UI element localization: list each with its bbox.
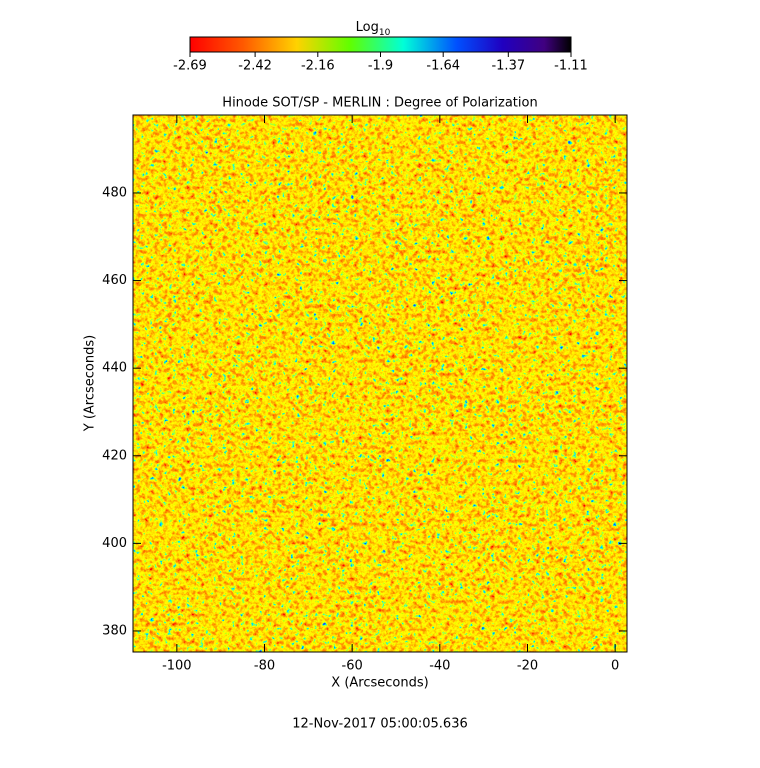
x-tick-label: -80 xyxy=(254,659,275,674)
x-tick-label: -100 xyxy=(162,659,192,674)
x-tick-label: -40 xyxy=(429,659,450,674)
heatmap-image xyxy=(133,115,627,652)
y-tick-label: 380 xyxy=(102,623,127,638)
plot-frame xyxy=(132,114,628,653)
colorbar-tick-label: -2.69 xyxy=(173,59,207,74)
colorbar-tick-label: -1.11 xyxy=(554,59,588,74)
x-tick-label: 0 xyxy=(611,659,619,674)
colorbar-tick-label: -1.9 xyxy=(368,59,393,74)
y-tick-label: 420 xyxy=(102,448,127,463)
colorbar xyxy=(189,36,572,53)
x-axis-label: X (Arcseconds) xyxy=(331,676,428,691)
x-tick-label: -60 xyxy=(342,659,363,674)
colorbar-label: Log10 xyxy=(356,20,391,38)
y-tick-label: 440 xyxy=(102,361,127,376)
colorbar-tick-label: -2.16 xyxy=(301,59,335,74)
colorbar-tick-label: -1.37 xyxy=(491,59,525,74)
colorbar-tick-label: -2.42 xyxy=(238,59,272,74)
timestamp: 12-Nov-2017 05:00:05.636 xyxy=(292,717,468,732)
y-tick-label: 460 xyxy=(102,273,127,288)
colorbar-tick-label: -1.64 xyxy=(426,59,460,74)
x-tick-label: -20 xyxy=(517,659,538,674)
chart-title: Hinode SOT/SP - MERLIN : Degree of Polar… xyxy=(222,96,537,111)
y-tick-label: 400 xyxy=(102,536,127,551)
y-tick-label: 480 xyxy=(102,185,127,200)
y-axis-label: Y (Arcseconds) xyxy=(83,335,98,432)
